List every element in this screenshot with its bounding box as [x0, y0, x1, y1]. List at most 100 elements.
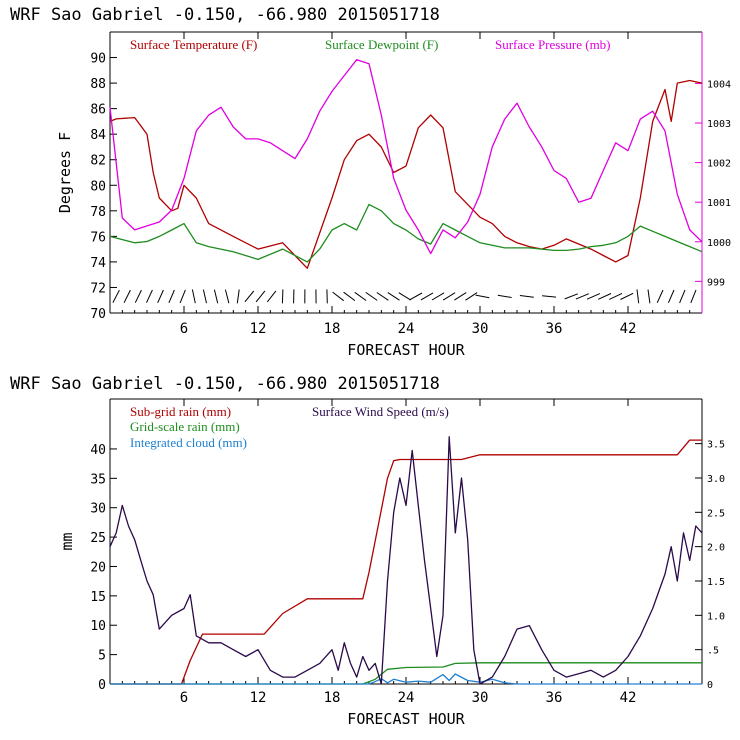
wind-barb — [679, 289, 686, 304]
legend-entry: Surface Dewpoint (F) — [325, 37, 438, 52]
y-tick-label: 72 — [90, 281, 106, 296]
y-tick-label: 90 — [90, 52, 106, 67]
y-tick-label: 20 — [90, 560, 106, 575]
wind-barb — [690, 289, 697, 304]
wind-barb — [597, 293, 612, 300]
y-tick-label: 0 — [98, 678, 106, 693]
wind-barb — [202, 289, 207, 304]
wind-barb — [332, 291, 345, 302]
y-tick-label: 70 — [90, 307, 106, 322]
y-tick-label: 74 — [90, 256, 106, 271]
series-line-surface-temperature — [109, 79, 703, 269]
y-tick-label: 35 — [90, 472, 106, 487]
meteogram-bottom: WRF Sao Gabriel -0.150, -66.980 20150517… — [10, 374, 725, 728]
y2-tick-label: .5 — [707, 646, 719, 657]
wind-barb — [620, 292, 634, 300]
wind-barb — [442, 292, 456, 301]
x-tick-label: 6 — [180, 321, 188, 337]
legend-entry: Grid-scale rain (mm) — [130, 419, 240, 434]
meteogram-top: WRF Sao Gabriel -0.150, -66.980 20150517… — [10, 5, 731, 359]
y2-tick-label: 1003 — [707, 119, 731, 130]
legend-entry: Surface Wind Speed (m/s) — [312, 404, 449, 419]
wind-barb — [213, 289, 219, 304]
series-line-surface-pressure — [109, 59, 703, 255]
x-tick-label: 36 — [546, 321, 563, 337]
wind-barb — [244, 290, 255, 303]
series-line-grid-scale-rain — [110, 662, 702, 685]
wind-barb — [475, 294, 490, 299]
wind-barb — [420, 292, 434, 301]
x-tick-label: 12 — [250, 321, 267, 337]
legend-entry: Sub-grid rain (mm) — [130, 404, 231, 419]
wind-barb — [191, 289, 196, 304]
wind-barb — [409, 292, 423, 301]
legend-entry: Surface Temperature (F) — [130, 37, 257, 52]
y-tick-label: 15 — [90, 590, 106, 605]
wind-barb — [398, 292, 411, 301]
wind-barb — [575, 293, 589, 300]
wind-barb — [281, 289, 284, 304]
wind-barb — [168, 289, 175, 303]
legend-entry: Surface Pressure (mb) — [495, 37, 611, 52]
x-tick-label: 36 — [546, 690, 563, 706]
y-tick-label: 76 — [90, 230, 106, 245]
wind-barb — [365, 291, 378, 301]
wind-barb — [157, 289, 164, 304]
x-tick-label: 42 — [620, 690, 637, 706]
wind-barb — [636, 289, 640, 304]
wind-barb — [497, 294, 512, 298]
chart-title: WRF Sao Gabriel -0.150, -66.980 20150517… — [10, 374, 440, 394]
x-axis-label: FORECAST HOUR — [347, 710, 465, 728]
series-line-sub-grid-rain — [110, 439, 702, 685]
wind-barb — [236, 289, 240, 304]
y-tick-label: 78 — [90, 205, 106, 220]
x-tick-label: 6 — [180, 690, 188, 706]
y-tick-label: 40 — [90, 443, 106, 458]
x-tick-label: 24 — [398, 321, 415, 337]
y2-tick-label: 1.5 — [707, 577, 725, 588]
series-line-surface-wind-speed — [109, 436, 703, 685]
wind-barb — [454, 292, 467, 301]
y-tick-label: 88 — [90, 77, 106, 92]
wind-barb — [266, 290, 277, 303]
y2-tick-label: 3.5 — [707, 440, 725, 451]
wind-barb — [519, 295, 534, 298]
wind-barb — [647, 289, 651, 304]
x-tick-label: 30 — [472, 690, 489, 706]
wind-barb — [586, 293, 601, 300]
x-tick-label: 42 — [620, 321, 637, 337]
wind-barb — [465, 292, 478, 301]
wind-barb — [146, 289, 153, 303]
y-tick-label: 82 — [90, 154, 106, 169]
y2-tick-label: 1.0 — [707, 611, 725, 622]
x-axis-label: FORECAST HOUR — [347, 341, 465, 359]
wind-barb — [376, 292, 389, 301]
y-tick-label: 25 — [90, 531, 106, 546]
series-line-surface-dewpoint — [109, 203, 703, 263]
wind-barb — [667, 289, 675, 304]
wind-barb — [134, 289, 142, 303]
y2-tick-label: 1001 — [707, 198, 731, 209]
wind-barb — [343, 291, 356, 302]
y-tick-label: 5 — [98, 649, 106, 664]
wind-barb — [656, 289, 664, 304]
y2-tick-label: 1002 — [707, 159, 731, 170]
wind-barb — [431, 292, 445, 301]
y-tick-label: 84 — [90, 128, 106, 143]
x-tick-label: 18 — [324, 690, 341, 706]
y2-tick-label: 3.0 — [707, 474, 725, 485]
chart-title: WRF Sao Gabriel -0.150, -66.980 20150517… — [10, 5, 440, 25]
y-tick-label: 10 — [90, 619, 106, 634]
y-tick-label: 86 — [90, 103, 106, 118]
y-tick-label: 30 — [90, 502, 106, 517]
y-axis-label: mm — [58, 532, 76, 550]
y-axis-label: Degrees F — [56, 132, 74, 213]
legend-entry: Integrated cloud (mm) — [130, 435, 247, 450]
x-tick-label: 24 — [398, 690, 415, 706]
wind-barb — [123, 289, 131, 303]
wind-barb — [354, 291, 367, 301]
wind-barb — [112, 289, 120, 303]
wind-barb — [179, 289, 186, 304]
y2-tick-label: 999 — [707, 277, 725, 288]
